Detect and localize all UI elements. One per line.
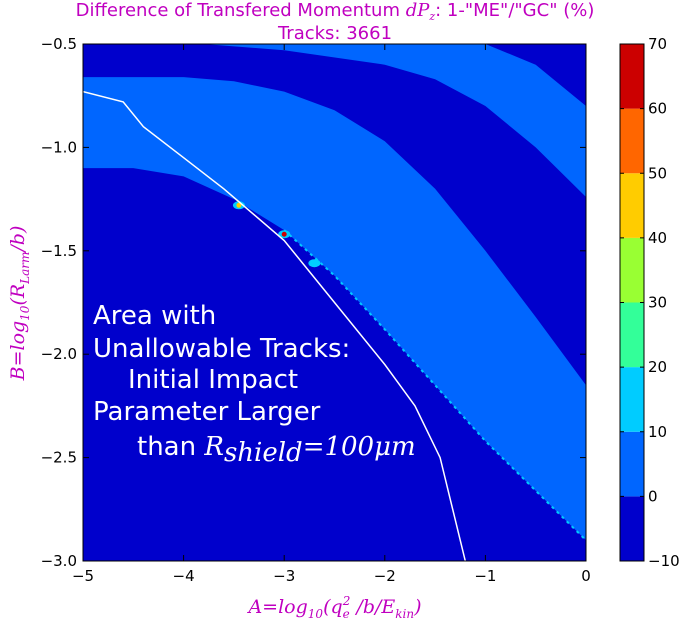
annotation-line-3: Initial Impact	[128, 365, 298, 395]
chart-title-math-sub: z	[428, 10, 435, 23]
annotation-line-5-math: R	[203, 432, 224, 462]
x-tick-label: −5	[72, 567, 94, 585]
y-tick-label: −0.5	[41, 35, 77, 53]
colorbar-segment	[620, 237, 644, 303]
boundary-curve	[83, 90, 467, 561]
chart-title-tail: : 1-"ME"/"GC" (%)	[435, 0, 594, 21]
y-axis-label-sub2: Larm	[18, 252, 32, 285]
hot-spots	[232, 201, 321, 268]
chart-title-math: dP	[406, 0, 431, 21]
y-axis-label: B=log10(RLarm/b)	[7, 226, 32, 382]
chart-subtitle: Tracks: 3661	[277, 23, 392, 44]
hot-spot	[236, 202, 242, 208]
y-tick-label: −3.0	[41, 552, 77, 570]
colorbar-label: 0	[648, 487, 658, 505]
x-axis-ticks: −5 −4 −3 −2 −1 0	[72, 44, 591, 585]
x-tick-label: −2	[374, 567, 396, 585]
chart-title: Difference of Transfered Momentum dPz: 1…	[76, 0, 595, 23]
y-tick-label: −1.5	[41, 242, 77, 260]
x-axis-label-main: A=log	[246, 596, 307, 618]
annotation-line-1: Area with	[93, 301, 216, 331]
colorbar-segment	[620, 496, 644, 561]
colorbar-segment	[620, 367, 644, 432]
annotation-line-5-math-sub: shield	[224, 438, 303, 468]
colorbar: −10 0 10 20 30 40 50 60 70	[619, 35, 680, 570]
y-axis-label-close: /b)	[7, 226, 29, 254]
colorbar-label: 70	[648, 35, 667, 53]
y-tick-label: −2.5	[41, 449, 77, 467]
colorbar-label: 10	[648, 423, 667, 441]
x-axis-label-sub3: kin	[395, 607, 414, 621]
plot-area: Area with Unallowable Tracks: Initial Im…	[41, 35, 591, 585]
y-tick-label: −1.0	[41, 138, 77, 156]
colorbar-segment	[620, 44, 644, 109]
y-axis-label-open: (R	[7, 284, 29, 306]
colorbar-segment	[620, 302, 644, 368]
y-tick-label: −2.0	[41, 345, 77, 363]
x-tick-label: 0	[581, 567, 591, 585]
y-axis-label-main: B=log	[7, 321, 29, 382]
hot-spot	[311, 260, 317, 266]
colorbar-segment	[620, 431, 644, 497]
annotation-line-5-math-rest: =100μm	[303, 432, 416, 462]
annotation: Area with Unallowable Tracks: Initial Im…	[93, 301, 416, 468]
colorbar-label: 40	[648, 229, 667, 247]
x-tick-label: −3	[273, 567, 295, 585]
x-axis-label: A=log10(qe2 /b/Ekin)	[246, 594, 421, 621]
annotation-line-4: Parameter Larger	[93, 397, 321, 427]
x-axis-label-sub1: 10	[308, 607, 324, 621]
colorbar-segment	[620, 108, 644, 174]
x-tick-label: −1	[474, 567, 496, 585]
colorbar-segment	[620, 173, 644, 238]
annotation-line-5-text: than	[137, 432, 204, 462]
contour-region-top-band	[203, 44, 586, 197]
y-axis-label-sub1: 10	[18, 305, 32, 321]
colorbar-label: −10	[648, 552, 680, 570]
x-tick-label: −4	[173, 567, 195, 585]
colorbar-label: 50	[648, 164, 667, 182]
annotation-line-5: than Rshield=100μm	[137, 432, 416, 468]
chart-title-text: Difference of Transfered Momentum	[76, 0, 406, 21]
x-axis-label-sub2: e	[343, 607, 350, 621]
x-axis-label-rest: /b/E	[350, 596, 395, 618]
contour-region-upper-band	[83, 77, 586, 541]
x-axis-label-open: (q	[323, 596, 343, 618]
annotation-line-2: Unallowable Tracks:	[93, 334, 350, 364]
contour-regions	[83, 44, 586, 542]
hot-spot	[281, 231, 287, 237]
colorbar-label: 30	[648, 294, 667, 312]
x-axis-label-close: )	[413, 596, 421, 618]
plot-frame	[82, 43, 587, 562]
y-axis-ticks: −0.5 −1.0 −1.5 −2.0 −2.5 −3.0	[41, 35, 586, 570]
x-axis-label-sup2: 2	[342, 594, 351, 608]
colorbar-label: 20	[648, 358, 667, 376]
colorbar-label: 60	[648, 100, 667, 118]
